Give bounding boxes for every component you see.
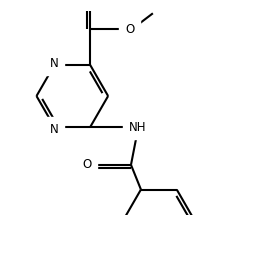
Text: O: O — [125, 23, 134, 36]
Text: N: N — [50, 123, 59, 135]
Text: N: N — [50, 57, 59, 69]
Text: O: O — [82, 158, 91, 171]
Text: NH: NH — [129, 120, 147, 134]
